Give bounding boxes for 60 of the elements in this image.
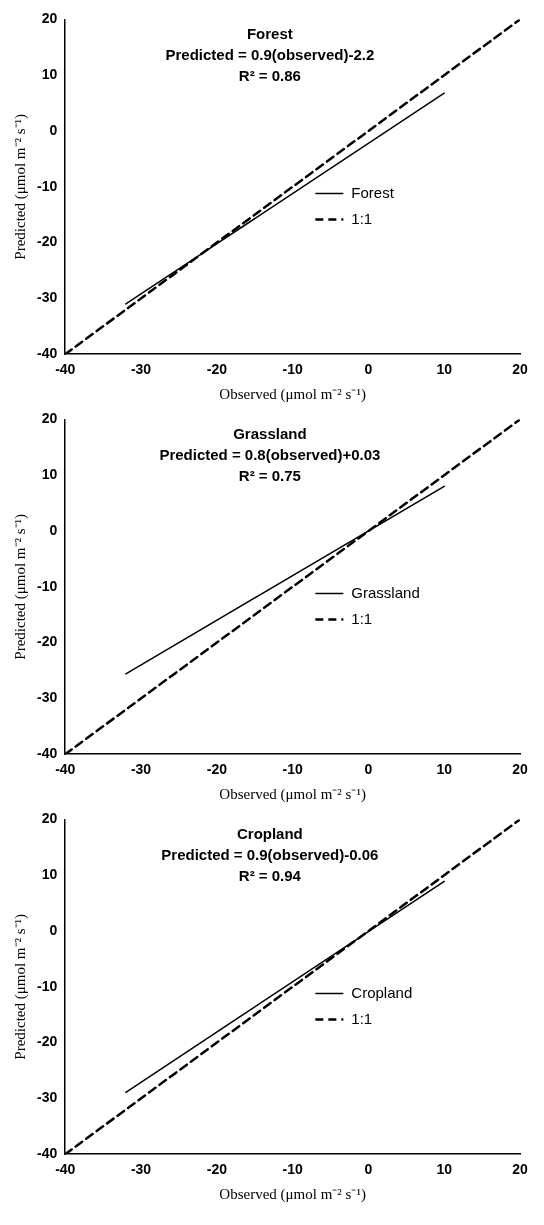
annotation: Cropland (236, 825, 303, 843)
x-tick-label: 0 (364, 761, 373, 778)
x-tick-label: -30 (130, 761, 152, 778)
legend-label: 1:1 (351, 609, 373, 627)
y-tick-label: 0 (49, 521, 58, 538)
x-tick-label: -10 (282, 361, 303, 378)
y-tick-label: 0 (49, 121, 58, 138)
legend-label: Forest (351, 183, 395, 201)
x-tick-label: 10 (436, 761, 453, 778)
annotation: Predicted = 0.9(observed)-0.06 (161, 846, 379, 864)
annotation: Forest (246, 25, 293, 43)
annotation: Grassland (233, 425, 307, 443)
y-tick-label: -30 (37, 289, 58, 306)
annotation: R² = 0.86 (238, 67, 301, 85)
y-tick-label: -20 (37, 1033, 58, 1050)
x-axis-title: Observed (μmol m⁻² s⁻¹) (219, 385, 366, 403)
x-tick-label: -20 (206, 361, 228, 378)
annotation: Predicted = 0.9(observed)-2.2 (165, 46, 375, 64)
y-tick-label: -10 (37, 177, 58, 194)
x-tick-label: -10 (282, 761, 303, 778)
y-tick-label: -40 (37, 1145, 58, 1162)
y-tick-label: -20 (37, 633, 58, 650)
y-tick-label: -30 (37, 689, 58, 706)
y-tick-label: -10 (37, 577, 58, 594)
x-tick-label: 20 (512, 1161, 528, 1178)
x-tick-label: 0 (364, 1161, 373, 1178)
x-tick-label: -30 (130, 361, 152, 378)
x-tick-label: -20 (206, 1161, 228, 1178)
y-axis-title: Predicted (μmol m⁻² s⁻¹) (11, 913, 29, 1060)
y-tick-label: -30 (37, 1089, 58, 1106)
y-tick-label: 20 (41, 810, 58, 827)
y-tick-label: 10 (41, 66, 58, 83)
x-tick-label: -10 (282, 1161, 303, 1178)
x-tick-label: 20 (512, 761, 528, 778)
y-axis-title: Predicted (μmol m⁻² s⁻¹) (11, 113, 29, 260)
y-tick-label: 0 (49, 921, 58, 938)
y-tick-label: -10 (37, 977, 58, 994)
y-tick-label: 10 (41, 866, 58, 883)
annotation: R² = 0.75 (238, 467, 301, 485)
y-tick-label: 20 (41, 410, 58, 427)
y-tick-label: -40 (37, 745, 58, 762)
annotation: R² = 0.94 (238, 867, 302, 885)
y-axis-title: Predicted (μmol m⁻² s⁻¹) (11, 513, 29, 660)
annotation: Predicted = 0.8(observed)+0.03 (159, 446, 381, 464)
x-tick-label: -30 (130, 1161, 152, 1178)
x-axis-title: Observed (μmol m⁻² s⁻¹) (219, 1185, 366, 1203)
x-tick-label: 20 (512, 361, 528, 378)
legend-label: Cropland (351, 983, 413, 1001)
legend-label: Grassland (351, 583, 420, 601)
y-tick-label: 10 (41, 466, 58, 483)
legend-label: 1:1 (351, 1009, 373, 1027)
y-tick-label: -40 (37, 345, 58, 362)
x-tick-label: -20 (206, 761, 228, 778)
x-tick-label: 10 (436, 1161, 453, 1178)
x-axis-title: Observed (μmol m⁻² s⁻¹) (219, 785, 366, 803)
y-tick-label: 20 (41, 10, 58, 27)
y-tick-label: -20 (37, 233, 58, 250)
legend-label: 1:1 (351, 209, 373, 227)
x-tick-label: 0 (364, 361, 373, 378)
x-tick-label: 10 (436, 361, 453, 378)
